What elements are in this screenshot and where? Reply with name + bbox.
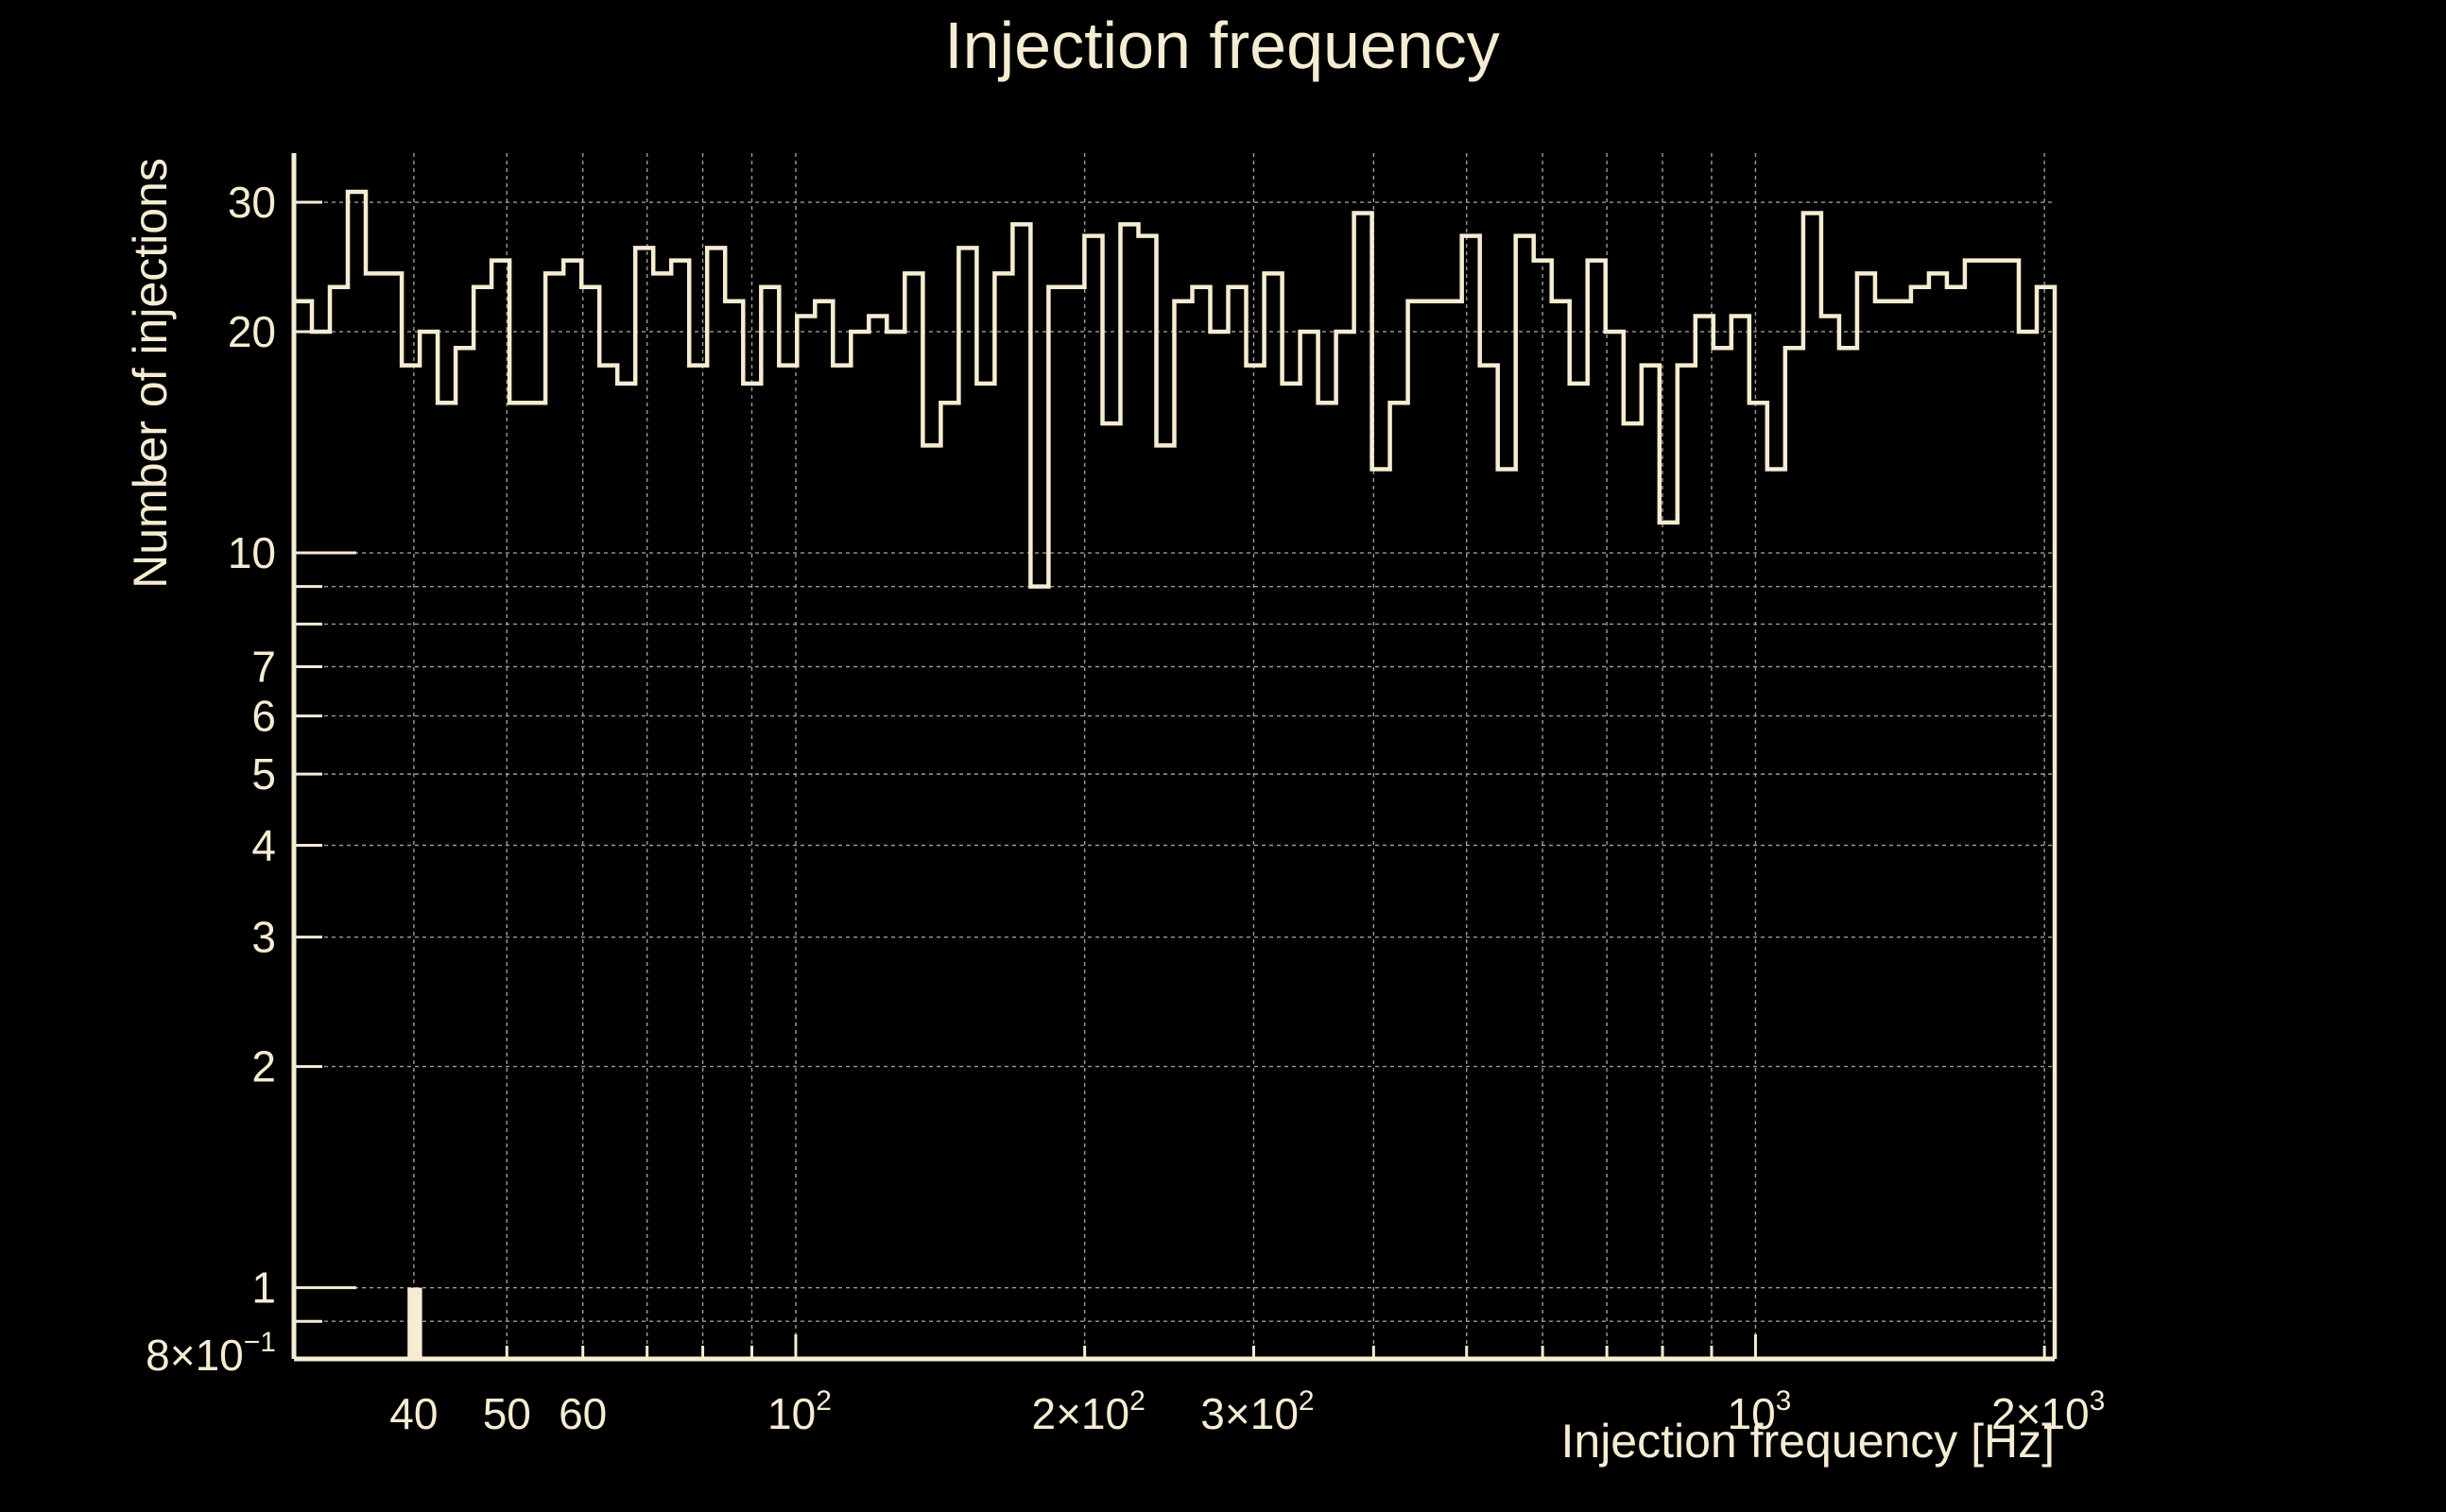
y-tick-label: 1	[251, 1263, 276, 1313]
histogram-line	[294, 189, 2058, 1359]
y-axis-title: Number of injections	[124, 158, 177, 589]
y-tick-labels: 8×10−1 1 2 3 4 5 67 10 20 30	[146, 178, 276, 1380]
x-tick-label: 103	[1727, 1385, 1791, 1438]
x-tick-label: 102	[767, 1385, 832, 1438]
x-tick-label: 2×103	[1991, 1385, 2105, 1438]
axes	[291, 153, 2055, 1362]
x-tick-label: 60	[559, 1389, 607, 1438]
grid	[294, 153, 2055, 1359]
x-tick-label: 50	[483, 1389, 531, 1438]
y-tick-label: 20	[228, 307, 276, 356]
bar	[407, 1287, 422, 1359]
y-tick-label: 3	[251, 913, 276, 962]
y-tick-label: 7	[251, 643, 276, 692]
chart-title: Injection frequency	[944, 9, 1500, 82]
y-tick-label: 30	[228, 178, 276, 227]
x-axis-title: Injection frequency [Hz]	[1561, 1415, 2056, 1468]
y-tick-label: 5	[251, 749, 276, 799]
x-tick-label: 3×102	[1200, 1385, 1314, 1438]
underflow-bars	[407, 1287, 422, 1359]
y-tick-label: 8×10−1	[146, 1327, 276, 1380]
y-tick-label: 2	[251, 1042, 276, 1091]
x-tick-label: 2×102	[1031, 1385, 1145, 1438]
y-tick-label: 10	[228, 528, 276, 577]
y-tick-label: 4	[251, 820, 276, 869]
x-tick-labels: 40 50 60 102 2×102 3×102 103 2×103	[389, 1385, 2105, 1438]
y-tick-label: 6	[251, 692, 276, 741]
x-tick-label: 40	[389, 1389, 438, 1438]
